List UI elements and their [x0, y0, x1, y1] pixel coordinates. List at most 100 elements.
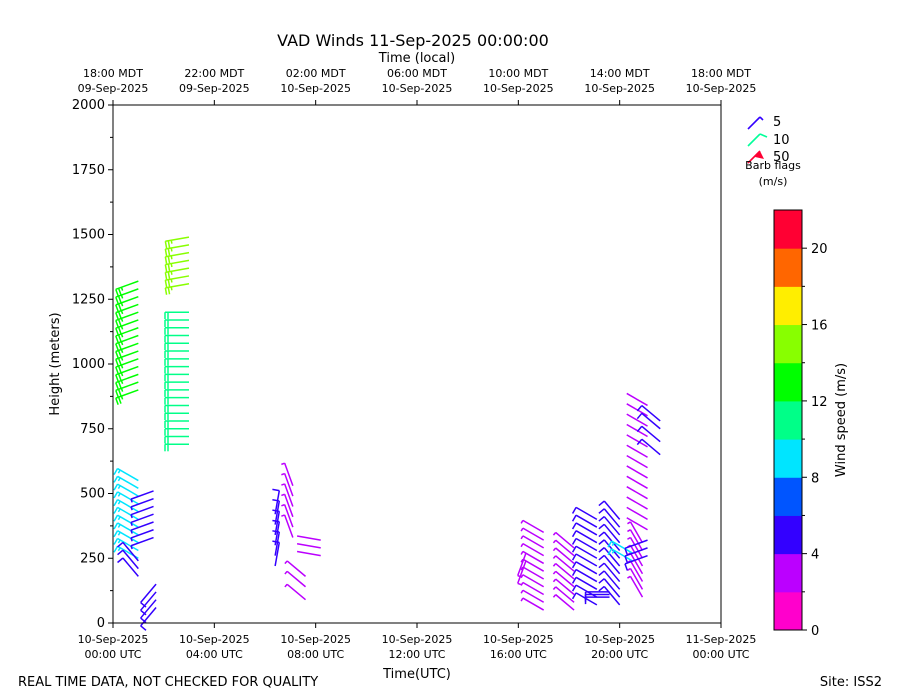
wind-barb-half-feather — [130, 522, 133, 526]
wind-barb — [117, 498, 139, 513]
colorbar-tick-label: 16 — [811, 319, 828, 334]
wind-barb-half-feather — [117, 531, 121, 536]
wind-barb — [641, 425, 661, 443]
wind-barb-half-feather — [120, 356, 124, 361]
wind-barb-feather — [115, 351, 119, 359]
wind-barb-half-feather — [281, 483, 285, 486]
wind-barb-half-feather — [170, 271, 173, 275]
wind-barb-feather — [117, 326, 122, 334]
colorbar-frame — [773, 209, 803, 631]
x-axis: 10-Sep-2025 00:00 UTC 10-Sep-2025 04:00 UTC… — [78, 623, 756, 661]
top-tick-label-date: 10-Sep-2025 — [382, 82, 453, 95]
wind-barb — [624, 539, 648, 550]
wind-barb — [122, 557, 139, 577]
x-tick-label-time: 12:00 UTC — [388, 648, 445, 661]
wind-barb — [517, 560, 527, 584]
wind-barb-feather — [117, 381, 122, 389]
wind-barb — [575, 561, 598, 575]
wind-barb-feather — [115, 289, 119, 297]
x-tick-label-time: 00:00 UTC — [84, 648, 141, 661]
wind-barb-feather — [624, 555, 629, 563]
wind-barb — [283, 494, 294, 518]
wind-barb — [165, 236, 190, 242]
wind-barb-feather — [607, 540, 613, 548]
wind-barb — [626, 517, 648, 531]
wind-barb — [603, 570, 621, 590]
wind-barb — [140, 599, 157, 619]
y-tick-label: 0 — [97, 616, 105, 631]
wind-barb — [624, 547, 648, 557]
wind-barb-half-feather — [552, 586, 557, 591]
wind-barb — [522, 527, 545, 541]
y-tick-label: 1500 — [72, 228, 105, 243]
wind-barb — [555, 594, 575, 611]
colorbar-segment — [774, 439, 802, 478]
wind-barb-half-feather — [120, 380, 124, 385]
wind-barb — [555, 570, 575, 588]
legend-barb-50 — [747, 150, 761, 164]
colorbar: 0 4 8 12 16 20 — [773, 209, 828, 639]
wind-barb-half-feather — [552, 570, 557, 575]
wind-barb-half-feather — [130, 537, 133, 542]
colorbar-segment — [774, 248, 802, 287]
wind-barb — [603, 554, 621, 575]
wind-barb-half-feather — [520, 582, 524, 586]
wind-barb-feather — [115, 366, 119, 374]
wind-barb-half-feather — [120, 395, 124, 400]
wind-barb — [115, 303, 139, 314]
wind-barb — [641, 438, 661, 456]
wind-barb-half-feather — [120, 372, 124, 377]
wind-barb — [130, 529, 154, 539]
wind-barb — [603, 578, 621, 598]
wind-barb-half-feather — [117, 539, 121, 544]
wind-barb — [522, 574, 545, 588]
wind-barb — [626, 423, 648, 438]
wind-barb-feather — [571, 584, 577, 592]
wind-barb-half-feather — [520, 527, 524, 532]
wind-barb-feather — [115, 382, 119, 390]
colorbar-tick-label: 8 — [811, 471, 819, 486]
wind-barb-feather — [117, 541, 124, 548]
wind-barb-half-feather — [520, 566, 524, 571]
wind-barb-feather — [115, 397, 119, 405]
top-tick-label-date: 09-Sep-2025 — [179, 82, 250, 95]
wind-barb — [115, 381, 139, 392]
wind-barb-half-feather — [120, 341, 124, 346]
wind-barb-feather — [164, 256, 168, 264]
top-tick-label-date: 10-Sep-2025 — [584, 82, 655, 95]
wind-barb — [117, 467, 139, 482]
wind-barb — [603, 508, 621, 528]
wind-barb — [629, 552, 644, 575]
wind-barb — [117, 514, 139, 528]
wind-barb-feather — [115, 374, 119, 382]
y-tick-label: 250 — [80, 551, 105, 566]
wind-barb-half-feather — [120, 364, 124, 369]
wind-barb — [165, 251, 190, 258]
wind-barb — [296, 535, 321, 541]
wind-barb — [115, 365, 139, 376]
wind-barb-half-feather — [117, 477, 121, 482]
wind-barb-feather — [571, 507, 577, 514]
wind-barb — [115, 319, 139, 329]
wind-barb — [286, 583, 307, 601]
wind-barb-half-feather — [117, 547, 121, 552]
x-tick-label-date: 10-Sep-2025 — [179, 633, 250, 646]
colorbar-tick-label: 4 — [811, 548, 819, 563]
wind-barb-feather — [636, 438, 643, 446]
wind-barb — [274, 521, 281, 546]
wind-barb — [575, 592, 598, 606]
wind-barb — [629, 537, 644, 559]
wind-barb-half-feather — [611, 549, 615, 554]
wind-barb-half-feather — [520, 535, 524, 540]
wind-barb-feather — [140, 625, 147, 631]
wind-barb-half-feather — [130, 545, 133, 550]
wind-barb — [165, 244, 190, 250]
wind-barb — [122, 541, 139, 562]
wind-barb — [286, 570, 307, 588]
wind-barb — [274, 511, 281, 536]
wind-barb — [283, 473, 294, 497]
wind-barb — [629, 575, 644, 598]
wind-barb — [274, 500, 281, 525]
wind-barb — [522, 535, 545, 549]
wind-barb-feather — [598, 562, 605, 569]
